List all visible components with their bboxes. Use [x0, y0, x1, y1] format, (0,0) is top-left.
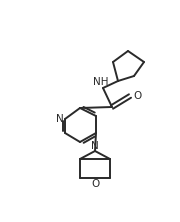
Text: N: N: [56, 114, 64, 124]
Text: O: O: [91, 179, 99, 189]
Text: NH: NH: [93, 77, 109, 87]
Text: N: N: [91, 141, 99, 151]
Text: O: O: [133, 91, 141, 101]
